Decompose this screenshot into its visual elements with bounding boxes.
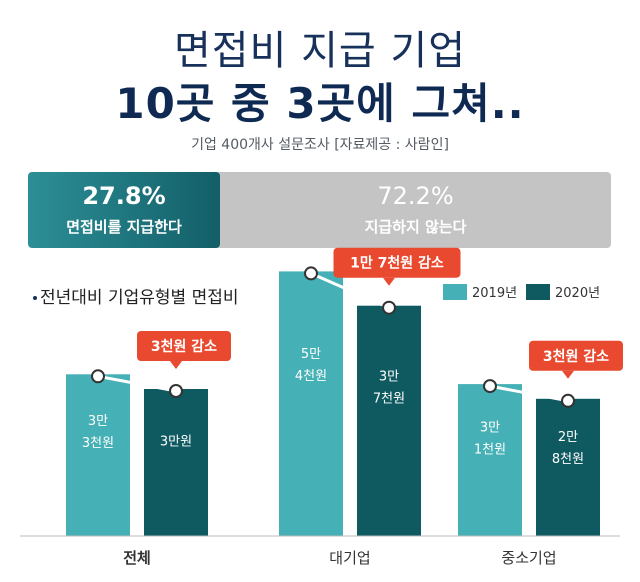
bar	[458, 384, 522, 536]
connector-line	[489, 384, 569, 403]
ratio-yes-segment: 27.8% 면접비를 지급한다	[28, 172, 220, 248]
bar-value-label: 3만원	[160, 434, 192, 449]
ratio-no-segment: 72.2% 지급하지 않는다	[220, 172, 611, 248]
connector-dot	[304, 266, 318, 281]
title-line-1: 면접비 지급 기업	[173, 28, 467, 74]
category-label: 전체	[123, 549, 151, 567]
callout-box	[137, 331, 231, 361]
callout-box	[333, 247, 461, 278]
ratio-yes-label: 면접비를 지급한다	[66, 218, 182, 236]
bar-value-label: 7천원	[373, 391, 405, 406]
bar	[66, 374, 130, 536]
callout-pointer	[562, 370, 574, 379]
callout-label: 3천원 감소	[543, 348, 609, 365]
bar-value-label: 2만	[558, 430, 578, 445]
connector-dot	[483, 379, 497, 394]
ratio-yes-percent: 27.8%	[82, 182, 166, 210]
connector-dot	[382, 300, 396, 315]
callout-pointer	[170, 361, 182, 369]
category-label: 중소기업	[501, 549, 556, 567]
callout-box	[529, 340, 623, 371]
connector-line	[310, 272, 390, 310]
chart-title: 전년대비 기업유형별 면접비	[40, 288, 239, 308]
bar	[144, 389, 208, 536]
bar-value-label: 3천원	[82, 436, 114, 451]
bar-value-label: 5만	[301, 347, 321, 362]
bar	[536, 398, 600, 536]
bar-value-label: 3만	[480, 420, 500, 435]
bar-value-label: 8천원	[552, 452, 584, 467]
connector-dot	[169, 384, 183, 398]
legend-label: 2019년	[472, 286, 517, 301]
ratio-no-label: 지급하지 않는다	[364, 218, 467, 236]
callout-pointer	[383, 277, 395, 286]
bar-value-label: 1천원	[474, 442, 506, 457]
section-bullet-icon	[33, 296, 37, 300]
connector-line	[97, 374, 177, 393]
category-label: 대기업	[329, 549, 370, 567]
callout-label: 3천원 감소	[151, 338, 217, 355]
ratio-no-percent: 72.2%	[377, 182, 454, 210]
legend-label: 2020년	[555, 286, 600, 301]
ratio-bar: 27.8% 면접비를 지급한다 72.2% 지급하지 않는다	[28, 172, 611, 248]
legend-swatch	[526, 284, 550, 300]
title-line-2: 10곳 중 3곳에 그쳐..	[115, 79, 525, 128]
callout-label: 1만 7천원 감소	[350, 255, 444, 272]
bar-value-label: 3만	[88, 414, 108, 429]
connector-dot	[561, 393, 575, 408]
bar	[279, 271, 343, 536]
bar-value-label: 3만	[379, 369, 399, 384]
connector-dot	[91, 369, 105, 384]
bar	[357, 305, 421, 536]
subtitle: 기업 400개사 설문조사 [자료제공 : 사람인]	[191, 137, 449, 153]
bar-value-label: 4천원	[295, 369, 327, 384]
legend-swatch	[443, 284, 467, 300]
